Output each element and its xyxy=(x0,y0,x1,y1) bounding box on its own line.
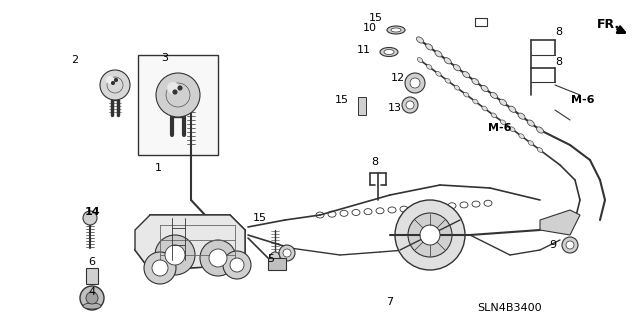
Ellipse shape xyxy=(445,78,451,83)
Circle shape xyxy=(223,251,251,279)
Circle shape xyxy=(283,249,291,257)
Text: M-6: M-6 xyxy=(572,95,595,105)
Ellipse shape xyxy=(518,113,525,119)
Text: 15: 15 xyxy=(253,213,267,223)
Ellipse shape xyxy=(426,64,432,69)
Ellipse shape xyxy=(380,48,398,56)
Circle shape xyxy=(86,292,98,304)
Ellipse shape xyxy=(527,120,534,126)
Circle shape xyxy=(395,200,465,270)
Text: 15: 15 xyxy=(335,95,349,105)
Ellipse shape xyxy=(491,113,497,118)
Circle shape xyxy=(173,90,177,94)
Circle shape xyxy=(420,225,440,245)
Bar xyxy=(268,258,286,270)
Ellipse shape xyxy=(444,58,451,64)
Ellipse shape xyxy=(538,148,543,152)
Text: 2: 2 xyxy=(72,55,79,65)
Circle shape xyxy=(144,252,176,284)
Circle shape xyxy=(566,241,574,249)
Ellipse shape xyxy=(500,99,507,106)
Text: 8: 8 xyxy=(556,57,563,67)
Text: FR.: FR. xyxy=(596,19,620,32)
Circle shape xyxy=(406,101,414,109)
Circle shape xyxy=(405,73,425,93)
Circle shape xyxy=(83,211,97,225)
Text: 3: 3 xyxy=(161,53,168,63)
Ellipse shape xyxy=(391,28,401,32)
Text: M-6: M-6 xyxy=(488,123,512,133)
Ellipse shape xyxy=(481,85,488,92)
Circle shape xyxy=(156,73,200,117)
Ellipse shape xyxy=(519,134,524,138)
Circle shape xyxy=(562,237,578,253)
Ellipse shape xyxy=(417,37,424,43)
Text: 8: 8 xyxy=(371,157,379,167)
Circle shape xyxy=(167,82,179,94)
Circle shape xyxy=(100,70,130,100)
Text: 13: 13 xyxy=(388,103,402,113)
Circle shape xyxy=(410,78,420,88)
Ellipse shape xyxy=(453,64,460,71)
Circle shape xyxy=(230,258,244,272)
Bar xyxy=(358,97,366,115)
Ellipse shape xyxy=(463,71,470,78)
Ellipse shape xyxy=(509,127,515,132)
Circle shape xyxy=(80,286,104,310)
Polygon shape xyxy=(135,215,245,270)
Text: 15: 15 xyxy=(369,13,383,23)
Text: 10: 10 xyxy=(363,23,377,33)
Circle shape xyxy=(402,97,418,113)
Text: 6: 6 xyxy=(88,257,95,267)
Ellipse shape xyxy=(436,71,441,76)
Text: 7: 7 xyxy=(387,297,394,307)
Ellipse shape xyxy=(472,78,479,85)
Circle shape xyxy=(279,245,295,261)
Text: 14: 14 xyxy=(84,207,100,217)
Ellipse shape xyxy=(384,49,394,55)
Ellipse shape xyxy=(490,92,497,99)
Circle shape xyxy=(270,252,280,262)
Circle shape xyxy=(209,249,227,267)
Bar xyxy=(138,55,218,155)
Circle shape xyxy=(408,213,452,257)
Circle shape xyxy=(111,81,115,85)
Ellipse shape xyxy=(482,106,487,111)
Ellipse shape xyxy=(463,92,469,97)
Ellipse shape xyxy=(536,127,543,133)
Circle shape xyxy=(178,86,182,90)
Text: 11: 11 xyxy=(357,45,371,55)
Text: 12: 12 xyxy=(391,73,405,83)
Ellipse shape xyxy=(426,44,433,50)
Text: 1: 1 xyxy=(154,163,161,173)
Text: 5: 5 xyxy=(268,254,275,264)
Ellipse shape xyxy=(528,141,534,145)
Ellipse shape xyxy=(417,58,422,63)
Text: 9: 9 xyxy=(549,240,557,250)
Ellipse shape xyxy=(500,120,506,125)
Ellipse shape xyxy=(509,106,516,112)
Circle shape xyxy=(165,245,185,265)
Ellipse shape xyxy=(454,85,460,90)
Circle shape xyxy=(106,76,114,84)
Text: 4: 4 xyxy=(88,287,95,297)
Circle shape xyxy=(200,240,236,276)
Text: SLN4B3400: SLN4B3400 xyxy=(477,303,542,313)
Bar xyxy=(86,268,98,284)
Text: 8: 8 xyxy=(556,27,563,37)
Ellipse shape xyxy=(473,99,478,104)
Ellipse shape xyxy=(387,26,405,34)
Circle shape xyxy=(152,260,168,276)
Circle shape xyxy=(115,78,118,81)
Ellipse shape xyxy=(83,303,101,309)
Polygon shape xyxy=(540,210,580,235)
Ellipse shape xyxy=(435,51,442,57)
Circle shape xyxy=(155,235,195,275)
